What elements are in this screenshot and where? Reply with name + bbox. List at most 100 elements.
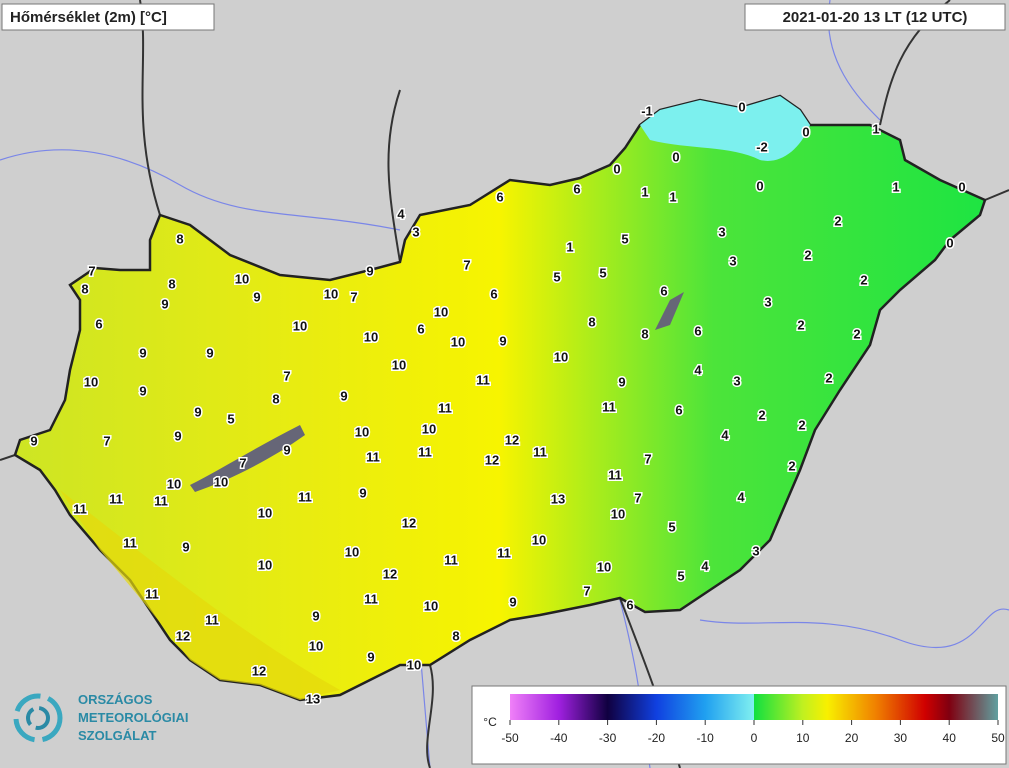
station-value: 6 — [694, 323, 701, 338]
station-value: 1 — [872, 121, 879, 136]
station-value: 11 — [444, 552, 458, 567]
colorbar — [510, 694, 998, 720]
station-value: 10 — [258, 505, 272, 520]
station-value: 6 — [417, 321, 424, 336]
station-value: 4 — [701, 558, 709, 573]
station-value: 11 — [418, 444, 432, 459]
station-value: 10 — [392, 357, 406, 372]
station-value: 10 — [258, 557, 272, 572]
station-value: 2 — [758, 407, 765, 422]
station-value: 12 — [402, 515, 416, 530]
cold-zone — [640, 96, 810, 161]
station-value: 8 — [176, 231, 183, 246]
station-value: -2 — [756, 139, 768, 154]
station-value: -1 — [641, 103, 653, 118]
station-value: 2 — [804, 247, 811, 262]
colorbar-tick-label: -10 — [697, 731, 715, 745]
station-value: 3 — [718, 224, 725, 239]
station-value: 10 — [167, 476, 181, 491]
station-value: 2 — [860, 272, 867, 287]
station-value: 10 — [364, 329, 378, 344]
station-value: 9 — [161, 296, 168, 311]
station-value: 9 — [206, 345, 213, 360]
station-value: 11 — [298, 489, 312, 504]
station-value: 8 — [641, 326, 648, 341]
station-value: 11 — [438, 400, 452, 415]
station-value: 0 — [613, 161, 620, 176]
station-value: 3 — [733, 373, 740, 388]
colorbar-tick-label: 10 — [796, 731, 810, 745]
colorbar-unit: °C — [483, 715, 497, 729]
station-value: 10 — [407, 657, 421, 672]
station-value: 10 — [235, 271, 249, 286]
station-value: 5 — [553, 269, 560, 284]
station-value: 7 — [283, 368, 290, 383]
station-value: 8 — [588, 314, 595, 329]
station-value: 9 — [283, 442, 290, 457]
station-value: 7 — [583, 583, 590, 598]
station-value: 0 — [958, 179, 965, 194]
station-value: 6 — [660, 283, 667, 298]
station-value: 2 — [834, 213, 841, 228]
station-value: 9 — [312, 608, 319, 623]
station-value: 9 — [367, 649, 374, 664]
station-value: 9 — [359, 485, 366, 500]
colorbar-tick-label: -20 — [648, 731, 666, 745]
station-value: 10 — [611, 506, 625, 521]
station-value: 10 — [554, 349, 568, 364]
station-value: 12 — [252, 663, 266, 678]
station-value: 7 — [634, 490, 641, 505]
station-value: 12 — [176, 628, 190, 643]
station-value: 1 — [641, 184, 648, 199]
station-value: 13 — [306, 691, 320, 706]
logo-line: SZOLGÁLAT — [78, 728, 157, 743]
colorbar-tick-label: 20 — [845, 731, 859, 745]
station-value: 8 — [168, 276, 175, 291]
station-value: 2 — [798, 417, 805, 432]
station-value: 7 — [350, 289, 357, 304]
station-value: 5 — [599, 265, 606, 280]
station-value: 4 — [397, 206, 405, 221]
station-value: 9 — [182, 539, 189, 554]
station-value: 12 — [383, 566, 397, 581]
station-value: 9 — [139, 383, 146, 398]
station-value: 11 — [366, 449, 380, 464]
tisza-lake — [655, 292, 684, 330]
station-value: 11 — [476, 372, 490, 387]
hungary — [13, 94, 987, 702]
colorbar-ticks: -50 -40 -30 -20 -10 0 10 20 30 40 50 — [501, 720, 1005, 745]
station-value: 3 — [729, 253, 736, 268]
station-value: 10 — [532, 532, 546, 547]
station-value: 9 — [30, 433, 37, 448]
station-value: 4 — [721, 427, 729, 442]
station-value: 9 — [194, 404, 201, 419]
title: Hőmérséklet (2m) [°C] — [10, 9, 167, 26]
station-value: 11 — [73, 501, 87, 516]
station-value: 6 — [675, 402, 682, 417]
station-value: 11 — [205, 612, 219, 627]
station-value: 12 — [505, 432, 519, 447]
station-value: 0 — [946, 235, 953, 250]
station-value: 10 — [345, 544, 359, 559]
colorbar-tick-label: 50 — [991, 731, 1005, 745]
station-value: 9 — [340, 388, 347, 403]
time-box — [744, 3, 1006, 31]
colorbar-tick-label: 30 — [894, 731, 908, 745]
colorbar-tick-label: 40 — [943, 731, 957, 745]
logo: ORSZÁGOS METEOROLÓGIAI SZOLGÁLAT — [13, 692, 189, 743]
station-value: 3 — [752, 543, 759, 558]
logo-swirl — [13, 693, 63, 743]
station-value: 0 — [756, 178, 763, 193]
station-value: 6 — [496, 189, 503, 204]
station-value: 2 — [853, 326, 860, 341]
station-value: 8 — [452, 628, 459, 643]
station-value: 5 — [227, 411, 234, 426]
station-value: 2 — [825, 370, 832, 385]
station-value: 10 — [84, 374, 98, 389]
station-value: 10 — [597, 559, 611, 574]
logo-swirl-inner — [26, 706, 50, 730]
station-value: 11 — [154, 493, 168, 508]
